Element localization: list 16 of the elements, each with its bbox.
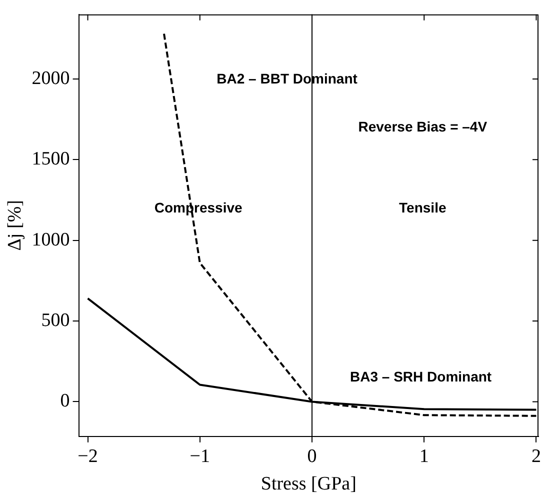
x-tick-label: 0: [307, 446, 317, 467]
y-tick-label: 1000: [32, 229, 70, 250]
y-tick-label: 500: [41, 310, 70, 331]
y-tick-label: 0: [60, 390, 70, 412]
annotation: Reverse Bias = –4V: [358, 118, 488, 134]
y-tick-label: 2000: [32, 68, 70, 89]
x-tick-label: −2: [78, 446, 98, 467]
y-tick-label: 1500: [32, 148, 70, 170]
x-tick-label: −1: [190, 446, 210, 467]
x-tick-label: 1: [419, 446, 429, 467]
annotation: BA3 – SRH Dominant: [350, 368, 492, 385]
y-axis-title: Δj [%]: [4, 200, 26, 251]
annotation: Tensile: [399, 199, 446, 216]
x-tick-label: 2: [531, 446, 541, 467]
annotation: Compressive: [154, 199, 242, 216]
x-axis-title: Stress [GPa]: [260, 474, 356, 495]
